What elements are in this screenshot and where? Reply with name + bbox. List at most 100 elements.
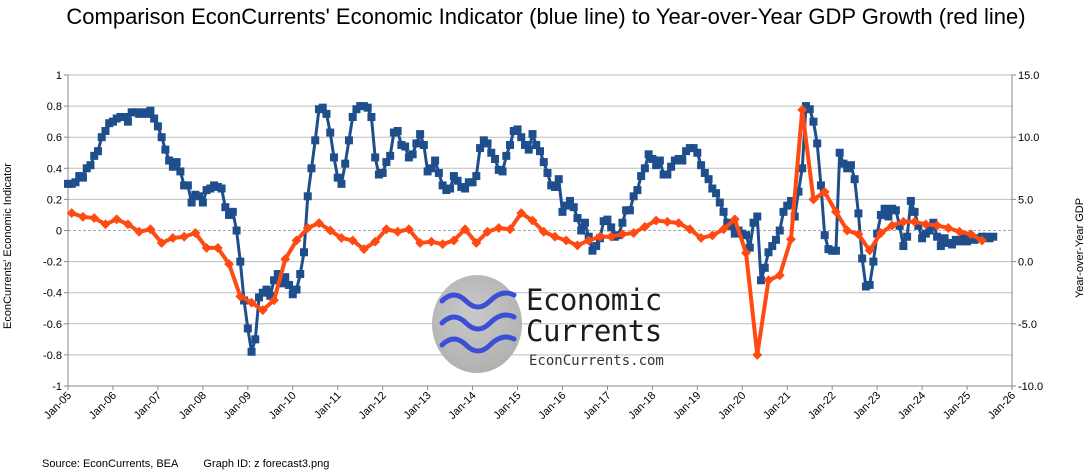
y-tick-label: 0 — [56, 226, 62, 238]
indicator-point — [476, 144, 485, 153]
indicator-point — [449, 172, 458, 181]
graph-id: Graph ID: z forecast3.png — [203, 458, 330, 470]
indicator-point — [925, 226, 934, 235]
indicator-point — [232, 226, 241, 235]
indicator-point — [311, 136, 320, 145]
indicator-point — [326, 128, 335, 137]
gdp-point — [932, 220, 943, 231]
gdp-point — [842, 225, 853, 236]
indicator-point — [607, 223, 616, 232]
indicator-point — [243, 324, 252, 333]
gdp-point — [122, 219, 133, 230]
x-tick-label: Jan-08 — [177, 390, 209, 422]
gdp-point — [639, 221, 650, 232]
indicator-point — [779, 207, 788, 216]
gdp-point — [830, 206, 841, 217]
logo-circle — [432, 275, 522, 373]
indicator-point — [700, 168, 709, 177]
gdp-point — [325, 225, 336, 236]
indicator-point — [150, 114, 159, 123]
indicator-point — [667, 162, 676, 171]
indicator-point — [288, 290, 297, 299]
indicator-point — [524, 145, 533, 154]
indicator-point — [97, 133, 106, 142]
indicator-point — [318, 103, 327, 112]
gdp-point — [909, 216, 920, 227]
indicator-point — [71, 178, 80, 187]
indicator-point — [918, 234, 927, 243]
indicator-point — [303, 192, 312, 201]
indicator-point — [195, 192, 204, 201]
indicator-point — [929, 218, 938, 227]
y2-tick-label: -10.0 — [1018, 381, 1043, 393]
gdp-point — [707, 230, 718, 241]
gdp-point — [606, 231, 617, 242]
gdp-point — [505, 224, 515, 235]
gdp-point — [246, 297, 257, 308]
gdp-point — [100, 219, 111, 230]
gdp-point — [358, 244, 369, 255]
indicator-point — [569, 203, 578, 212]
indicator-point — [903, 232, 912, 241]
gdp-point — [651, 215, 662, 226]
indicator-point — [153, 122, 162, 131]
indicator-point — [498, 167, 507, 176]
indicator-point — [839, 159, 848, 168]
indicator-point — [262, 285, 271, 294]
indicator-point — [625, 206, 634, 215]
indicator-point — [292, 285, 301, 294]
indicator-point — [165, 156, 174, 165]
indicator-point — [644, 150, 653, 159]
gdp-point — [78, 211, 88, 222]
gdp-point — [336, 233, 347, 243]
indicator-point — [266, 291, 275, 300]
indicator-point — [783, 201, 792, 210]
indicator-point — [517, 133, 526, 142]
indicator-point — [940, 234, 949, 243]
indicator-point — [198, 198, 207, 207]
indicator-point — [363, 103, 372, 112]
gdp-point — [235, 291, 246, 302]
indicator-point — [854, 209, 863, 218]
gdp-point — [167, 233, 178, 243]
y-axis-label-right: Year-over-Year GDP — [1074, 197, 1086, 299]
x-tick-label: Jan-19 — [671, 390, 703, 422]
gdp-point — [684, 224, 695, 235]
gdp-point — [729, 214, 740, 225]
indicator-point — [963, 237, 972, 246]
indicator-point — [858, 254, 867, 263]
gdp-point — [875, 228, 886, 238]
series-area — [64, 102, 998, 360]
gdp-point — [257, 305, 268, 316]
gdp-point — [291, 235, 302, 246]
gdp-point — [156, 237, 167, 248]
y-tick-label: 0.8 — [47, 101, 62, 113]
indicator-point — [768, 242, 777, 251]
indicator-point — [936, 242, 945, 251]
indicator-point — [247, 347, 256, 356]
x-tick-label: Jan-23 — [851, 390, 883, 422]
gdp-point — [718, 224, 729, 235]
gdp-point — [89, 213, 100, 224]
indicator-point — [629, 192, 638, 201]
indicator-point — [813, 139, 822, 148]
gdp-point — [550, 231, 560, 242]
indicator-point — [865, 280, 874, 289]
gdp-point — [482, 226, 493, 237]
gdp-point — [673, 218, 684, 228]
indicator-point — [472, 172, 481, 181]
y2-tick-label: 10.0 — [1018, 132, 1039, 144]
indicator-point — [618, 218, 627, 227]
indicator-point — [712, 189, 721, 198]
indicator-point — [483, 139, 492, 148]
indicator-point — [536, 147, 544, 156]
indicator-point — [697, 161, 706, 170]
indicator-point — [161, 145, 170, 154]
gdp-point — [415, 237, 426, 248]
indicator-point — [562, 201, 571, 210]
x-tick-label: Jan-09 — [222, 390, 254, 422]
y-axis-label-left: EconCurrents' Economic Indicator — [2, 163, 14, 329]
gdp-point — [864, 245, 875, 256]
x-tick-label: Jan-22 — [806, 390, 838, 422]
x-tick-label: Jan-10 — [267, 390, 299, 422]
